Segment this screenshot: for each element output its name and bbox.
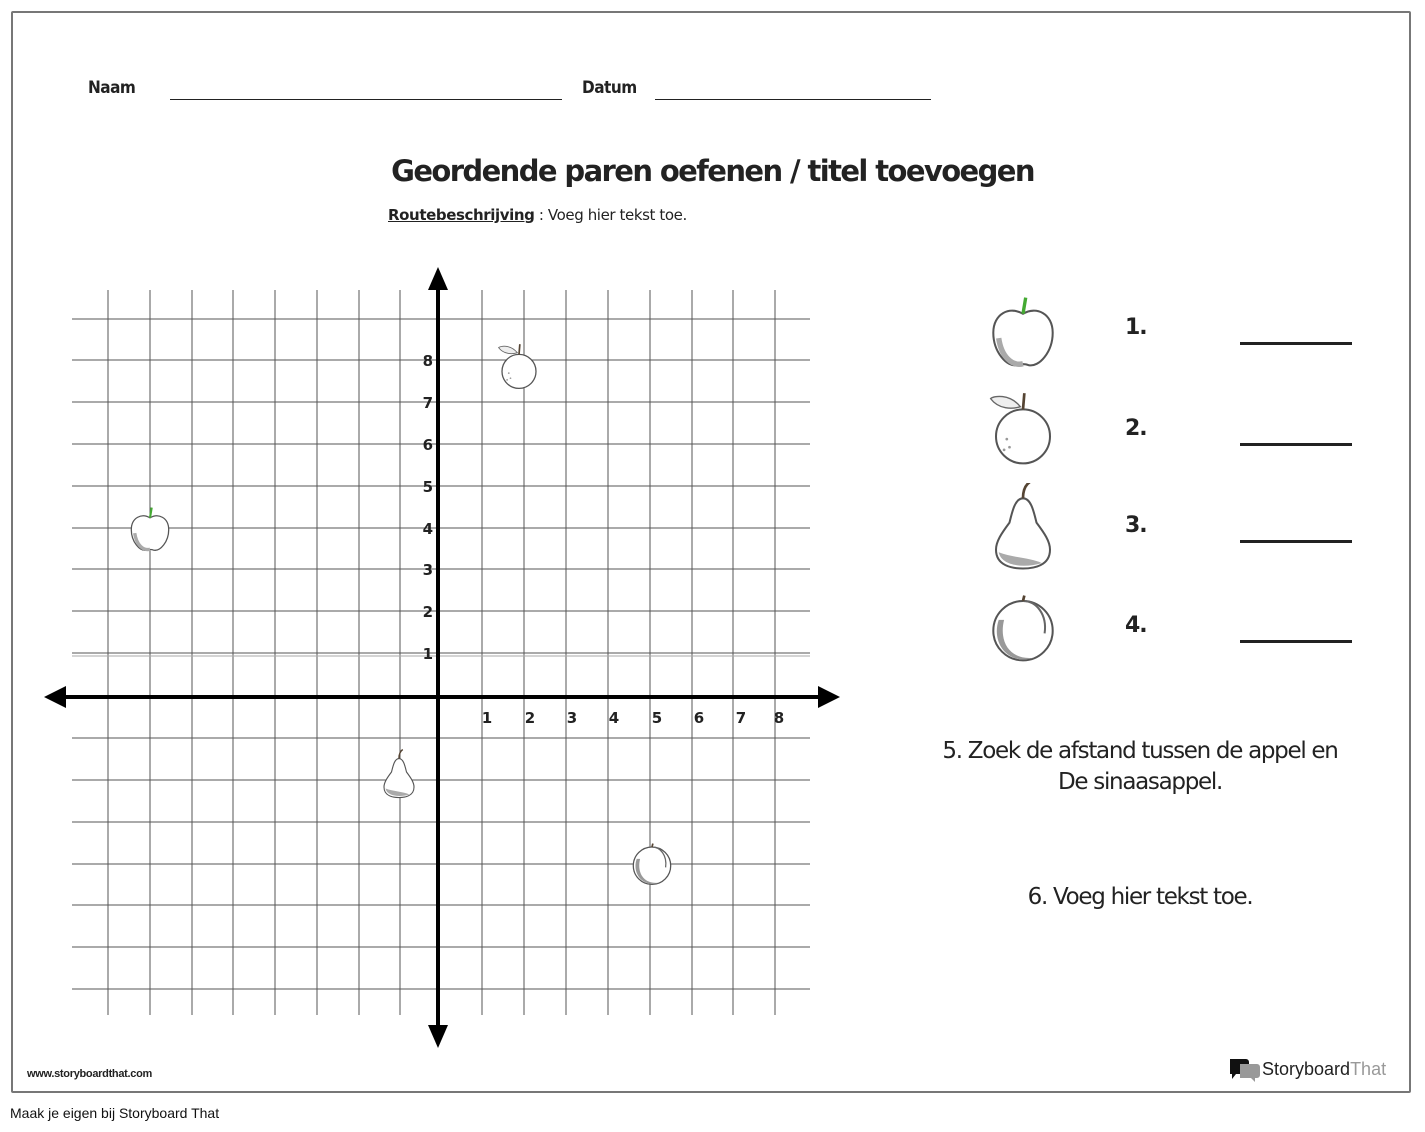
directions-separator: :	[534, 206, 548, 224]
orange-icon	[989, 393, 1052, 465]
answer-blank[interactable]	[1240, 342, 1352, 345]
apple-icon	[992, 297, 1054, 367]
x-tick-label: 5	[652, 709, 662, 727]
date-label: Datum	[582, 78, 637, 98]
name-label: Naam	[88, 78, 136, 98]
orange-icon	[989, 393, 1052, 465]
pear-icon	[383, 748, 415, 799]
footer-text: Maak je eigen bij Storyboard That	[10, 1105, 220, 1121]
coordinate-grid: 1 2 3 4 5 6 7 8 1 2 3 4 5 6 7 8	[44, 267, 840, 1048]
y-axis-up-arrow	[428, 267, 448, 290]
name-line[interactable]	[170, 99, 562, 100]
answer-blank[interactable]	[1240, 540, 1352, 543]
question-number: 4.	[1125, 613, 1148, 638]
x-tick-label: 1	[482, 709, 492, 727]
y-tick-label: 4	[423, 520, 433, 538]
y-tick-label: 3	[423, 561, 433, 579]
brand-part1: Storyboard	[1262, 1058, 1351, 1079]
y-tick-label: 8	[423, 352, 433, 370]
watermark-url: www.storyboardthat.com	[27, 1068, 153, 1080]
x-tick-label: 6	[694, 709, 704, 727]
x-tick-label: 2	[525, 709, 535, 727]
storyboardthat-logo: Storyboard That	[1228, 1056, 1386, 1082]
question-number: 2.	[1125, 416, 1148, 441]
directions: Routebeschrijving : Voeg hier tekst toe.	[388, 206, 687, 224]
peach-icon	[992, 595, 1054, 662]
pear-icon	[994, 483, 1052, 570]
y-tick-label: 1	[423, 645, 433, 663]
peach-icon	[992, 595, 1054, 662]
question-6: 6. Voeg hier tekst toe.	[1027, 884, 1254, 910]
apple-icon	[130, 507, 170, 552]
x-tick-label: 4	[609, 709, 619, 727]
x-tick-label: 7	[736, 709, 746, 727]
apple-icon	[992, 297, 1054, 367]
pear-icon	[994, 483, 1052, 570]
y-tick-label: 2	[423, 603, 433, 621]
worksheet	[11, 11, 1411, 1093]
speech-bubbles-icon	[1230, 1059, 1260, 1082]
x-axis-right-arrow	[818, 686, 840, 708]
x-axis-left-arrow	[44, 686, 66, 708]
page-title: Geordende paren oefenen / titel toevoege…	[391, 154, 1035, 188]
y-tick-label: 7	[423, 394, 433, 412]
brand-part2: That	[1350, 1058, 1387, 1079]
date-line[interactable]	[655, 99, 931, 100]
x-tick-label: 8	[774, 709, 784, 727]
y-tick-label: 6	[423, 436, 433, 454]
question-number: 1.	[1125, 315, 1148, 340]
answer-blank[interactable]	[1240, 640, 1352, 643]
question-number: 3.	[1125, 513, 1148, 538]
question-5-line1: 5. Zoek de afstand tussen de appel en	[942, 738, 1338, 764]
y-axis-down-arrow	[428, 1025, 448, 1048]
y-tick-label: 5	[423, 478, 433, 496]
orange-icon	[498, 344, 537, 390]
directions-text: Voeg hier tekst toe.	[547, 206, 687, 224]
question-5: 5. Zoek de afstand tussen de appel en De …	[920, 736, 1360, 798]
peach-icon	[632, 843, 672, 886]
answer-blank[interactable]	[1240, 443, 1352, 446]
x-tick-label: 3	[567, 709, 577, 727]
question-5-line2: De sinaasappel.	[1058, 769, 1223, 795]
directions-label: Routebeschrijving	[388, 206, 535, 224]
